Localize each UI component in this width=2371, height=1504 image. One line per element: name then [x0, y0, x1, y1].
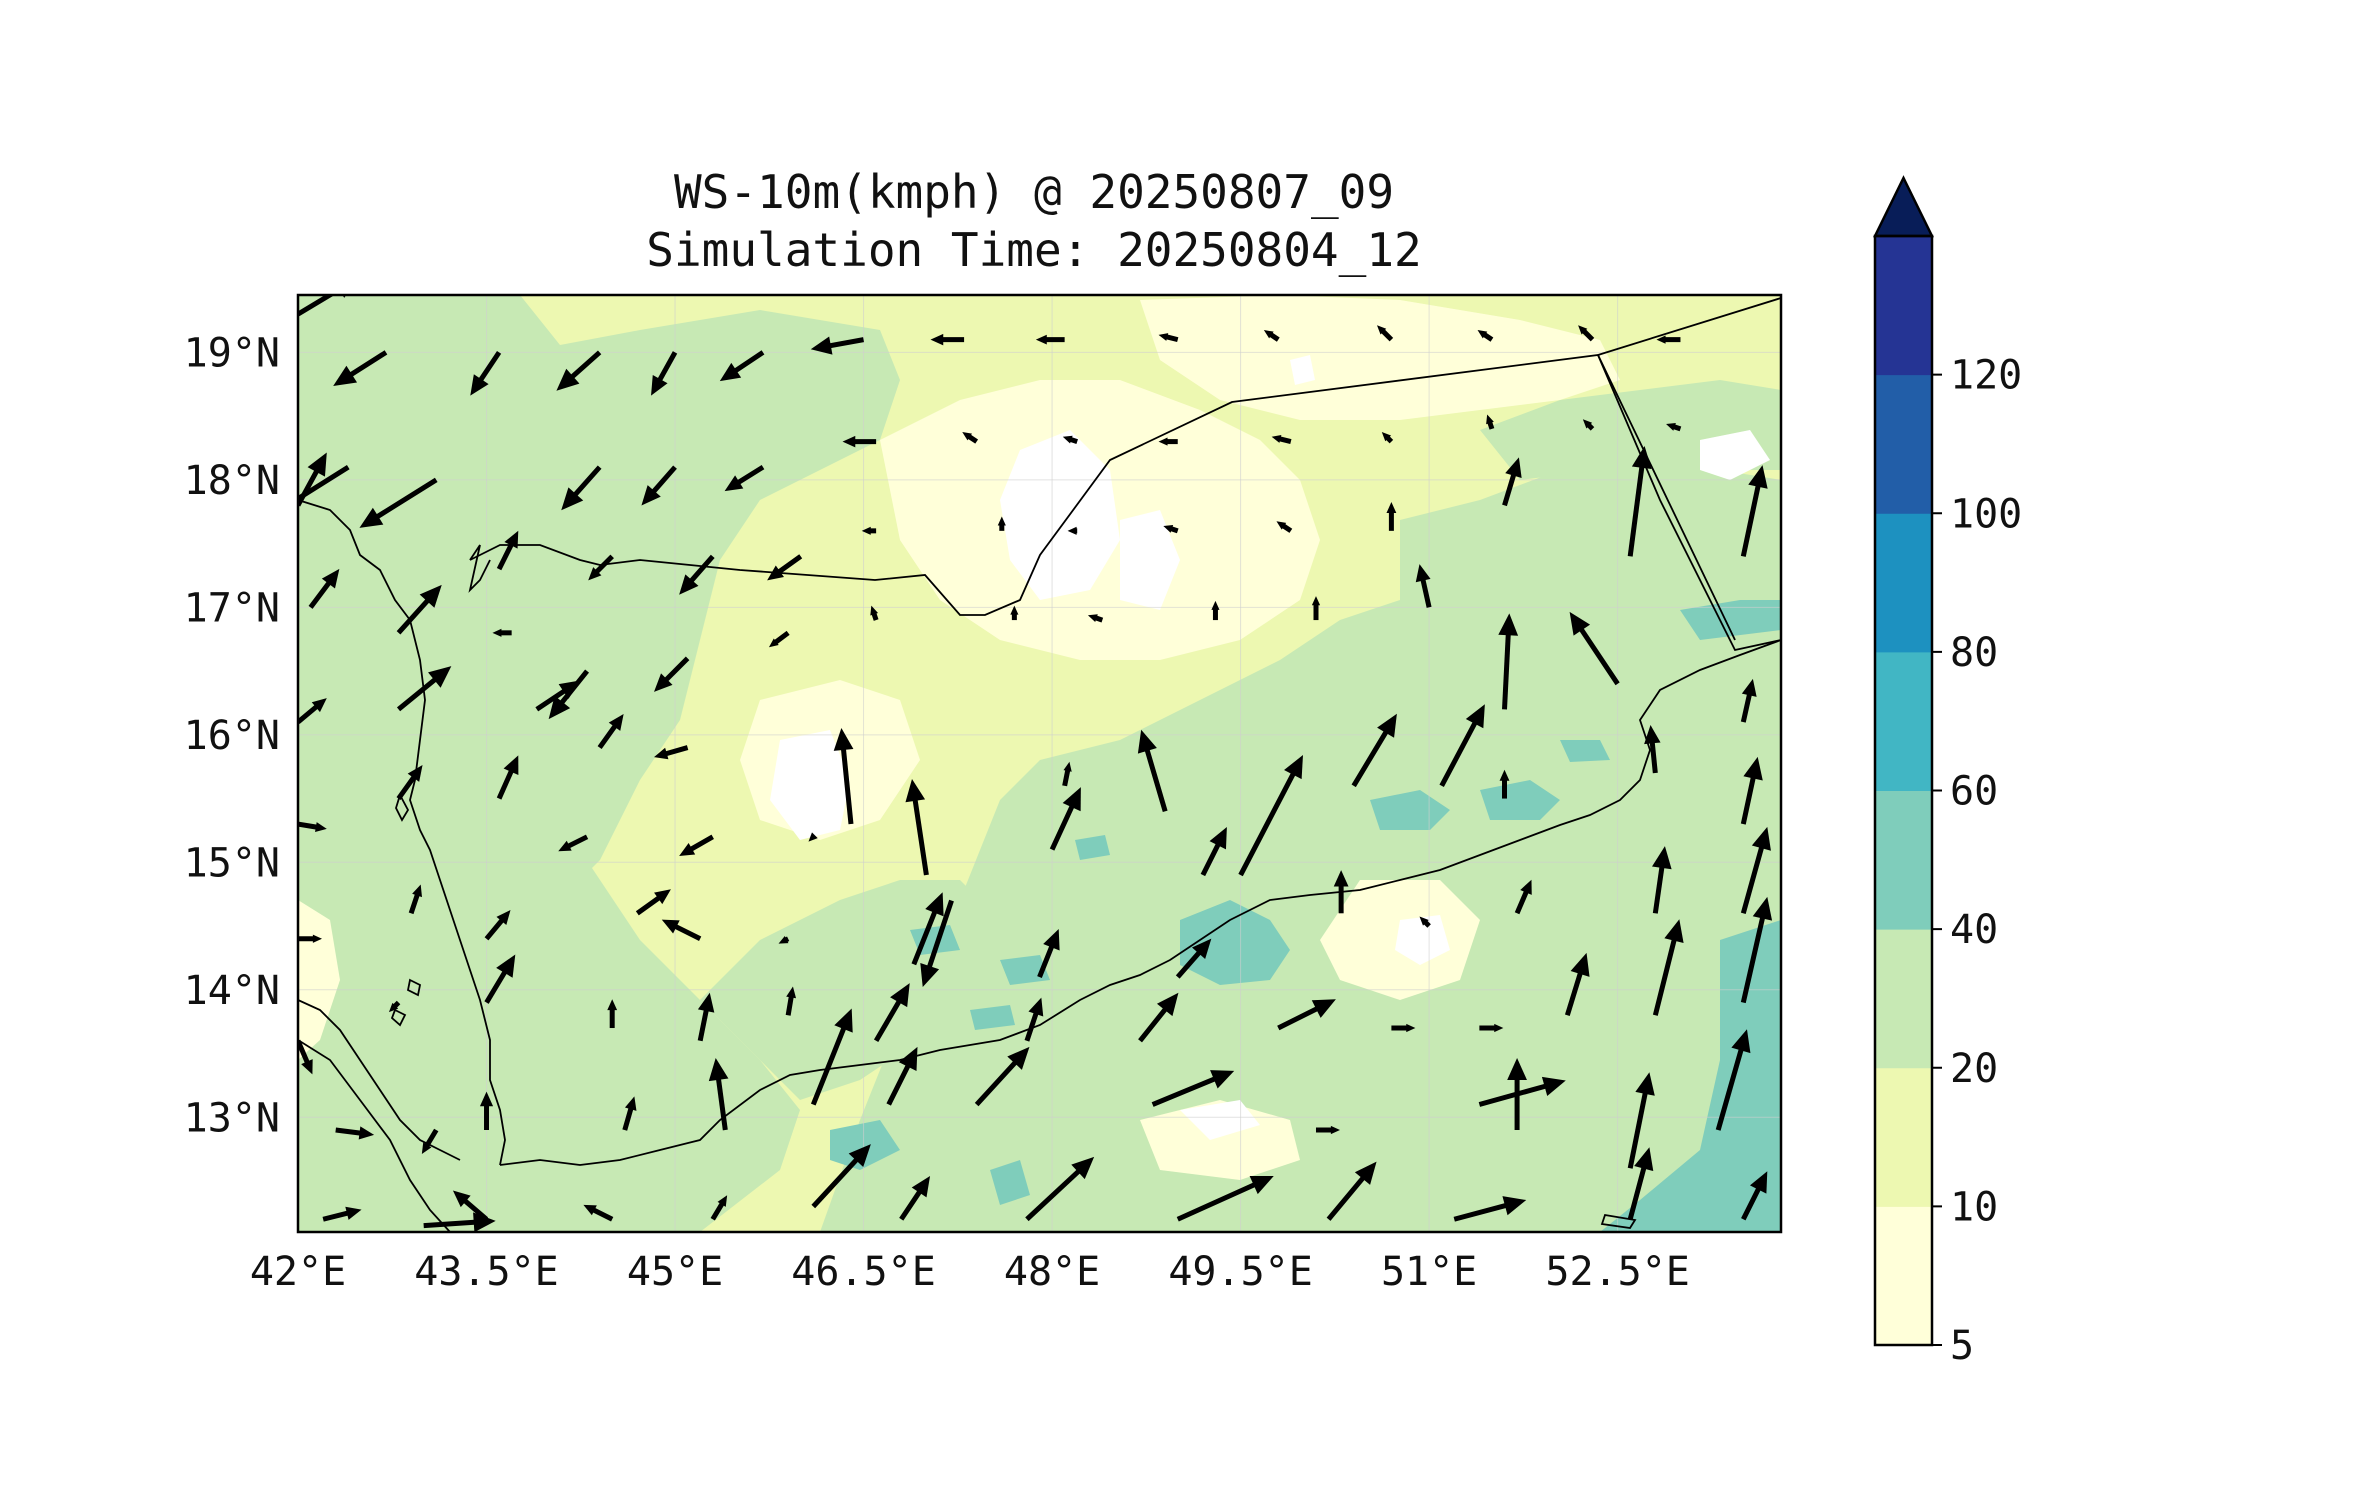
colorbar-extend-arrow	[1875, 178, 1932, 236]
title-line-1: WS-10m(kmph) @ 20250807_09	[674, 165, 1394, 219]
y-axis-ticks: 13°N 14°N 15°N 16°N 17°N 18°N 19°N	[184, 330, 280, 1141]
y-tick-label: 18°N	[184, 458, 280, 504]
colorbar-segment	[1875, 1068, 1932, 1207]
title-line-2: Simulation Time: 20250804_12	[646, 223, 1421, 277]
colorbar-label: 60	[1950, 769, 1998, 815]
x-tick-label: 42°E	[250, 1249, 346, 1295]
colorbar-segment	[1875, 652, 1932, 791]
colorbar-label: 5	[1950, 1323, 1974, 1369]
colorbar-label: 100	[1950, 491, 2022, 537]
x-tick-label: 51°E	[1381, 1249, 1477, 1295]
colorbar-label: 20	[1950, 1046, 1998, 1092]
colorbar-segment	[1875, 513, 1932, 652]
x-tick-label: 45°E	[627, 1249, 723, 1295]
x-tick-label: 46.5°E	[791, 1249, 936, 1295]
colorbar-segment	[1875, 1206, 1932, 1345]
y-tick-label: 14°N	[184, 968, 280, 1014]
colorbar-label: 40	[1950, 907, 1998, 953]
colorbar-segment	[1875, 791, 1932, 930]
x-axis-ticks: 42°E 43.5°E 45°E 46.5°E 48°E 49.5°E 51°E 52.5°E	[250, 1249, 1690, 1295]
y-tick-label: 16°N	[184, 713, 280, 759]
colorbar-segment	[1875, 375, 1932, 514]
y-tick-label: 17°N	[184, 585, 280, 631]
y-tick-label: 15°N	[184, 840, 280, 886]
y-tick-label: 19°N	[184, 330, 280, 376]
x-tick-label: 52.5°E	[1545, 1249, 1690, 1295]
colorbar-label: 80	[1950, 630, 1998, 676]
colorbar-segment	[1875, 236, 1932, 375]
colorbar-segment	[1875, 929, 1932, 1068]
colorbar-label: 120	[1950, 353, 2022, 399]
x-tick-label: 43.5°E	[414, 1249, 559, 1295]
x-tick-label: 49.5°E	[1168, 1249, 1313, 1295]
y-tick-label: 13°N	[184, 1095, 280, 1141]
x-tick-label: 48°E	[1004, 1249, 1100, 1295]
wind-speed-map	[298, 295, 1781, 1232]
colorbar: 5 10 20 40 60 80 100 120	[1875, 178, 2022, 1369]
colorbar-label: 10	[1950, 1184, 1998, 1230]
